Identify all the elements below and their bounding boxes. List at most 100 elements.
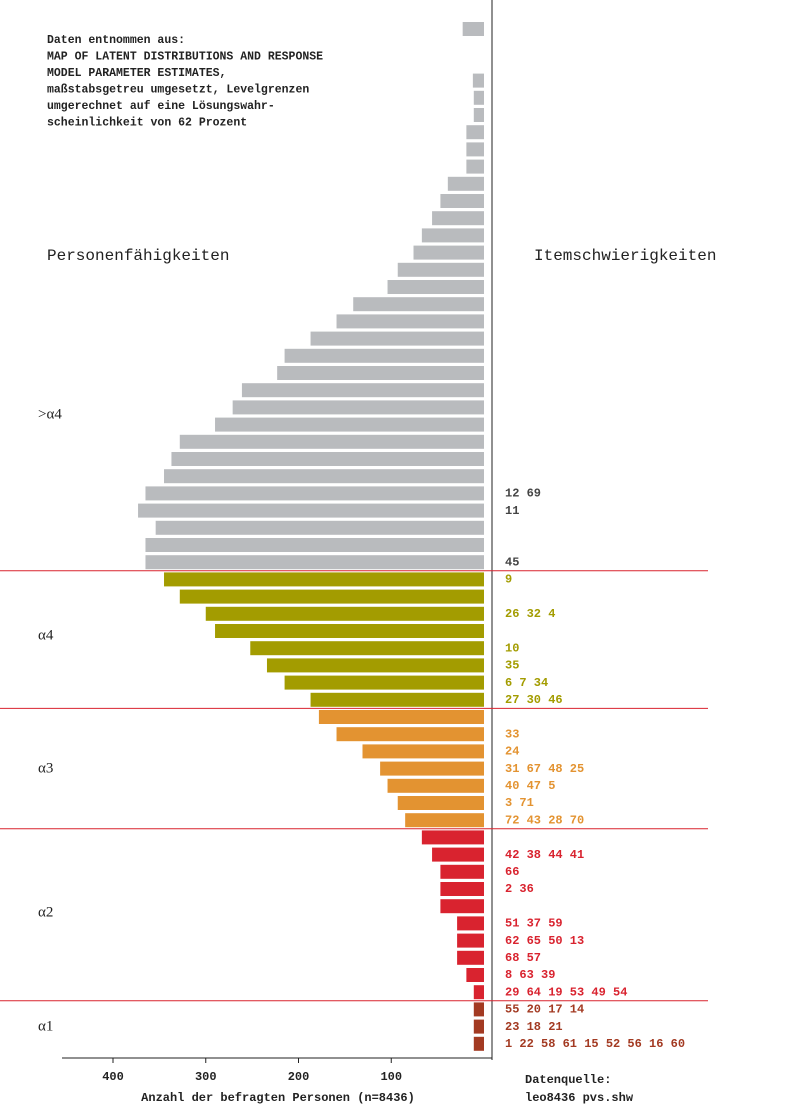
bar <box>215 417 485 432</box>
bar <box>164 469 484 484</box>
level-label: >α4 <box>38 406 62 422</box>
item-label: 68 57 <box>505 951 541 965</box>
item-label: 35 <box>505 659 519 673</box>
item-label: 23 18 21 <box>505 1020 563 1034</box>
item-label: 62 65 50 13 <box>505 934 584 948</box>
item-label: 55 20 17 14 <box>505 1003 584 1017</box>
bar <box>310 331 484 346</box>
bar <box>466 159 484 174</box>
x-axis-label: Anzahl der befragten Personen (n=8436) <box>141 1091 415 1105</box>
bar <box>440 882 484 896</box>
bar <box>432 211 484 226</box>
bar <box>155 520 484 535</box>
item-label: 72 43 28 70 <box>505 813 584 827</box>
item-label: 10 <box>505 641 519 655</box>
bar <box>440 899 484 914</box>
item-label: 6 7 34 <box>505 676 548 690</box>
source-file: leo8436 pvs.shw <box>525 1091 634 1105</box>
bar <box>232 400 484 415</box>
item-label: 45 <box>505 555 519 569</box>
bar <box>473 985 484 1000</box>
bar <box>241 383 484 398</box>
bar <box>179 589 485 604</box>
bar <box>250 641 484 656</box>
item-label: 11 <box>505 504 519 518</box>
bar <box>310 692 484 707</box>
bar <box>473 1036 484 1051</box>
bar <box>336 314 484 329</box>
note-line: MAP OF LATENT DISTRIBUTIONS AND RESPONSE <box>47 51 323 64</box>
bar <box>164 572 484 587</box>
left-heading: Personenfähigkeiten <box>47 247 229 265</box>
bar <box>215 624 485 638</box>
item-label: 33 <box>505 727 519 741</box>
note-line: maßstabsgetreu umgesetzt, Levelgrenzen <box>47 84 309 97</box>
item-label: 66 <box>505 865 519 879</box>
item-label: 1 22 58 61 15 52 56 16 60 <box>505 1037 685 1051</box>
bar <box>413 245 484 260</box>
bar <box>440 194 484 208</box>
x-tick-label: 200 <box>288 1070 310 1084</box>
bar <box>397 262 484 277</box>
bar <box>179 434 485 449</box>
item-label: 9 <box>505 573 512 587</box>
bar <box>472 73 484 88</box>
item-label: 51 37 59 <box>505 917 563 931</box>
note-line: MODEL PARAMETER ESTIMATES, <box>47 67 226 80</box>
note-line: scheinlichkeit von 62 Prozent <box>47 117 247 130</box>
item-label: 29 64 19 53 49 54 <box>505 985 627 999</box>
bar <box>466 968 484 982</box>
level-label: α3 <box>38 760 53 776</box>
bar <box>473 90 484 105</box>
bar <box>145 538 484 552</box>
bar <box>387 778 484 793</box>
bar <box>432 847 484 862</box>
bar <box>318 710 484 724</box>
bar <box>284 348 484 363</box>
bar <box>387 280 484 294</box>
item-label: 2 36 <box>505 882 534 896</box>
item-label: 24 <box>505 745 519 759</box>
bar <box>138 503 485 518</box>
bar <box>266 658 484 673</box>
item-label: 26 32 4 <box>505 607 555 621</box>
note-line: umgerechnet auf eine Lösungswahr- <box>47 100 275 113</box>
item-label: 27 30 46 <box>505 693 563 707</box>
bar <box>205 606 484 621</box>
bar <box>145 486 484 501</box>
bar <box>405 813 484 828</box>
x-tick-label: 400 <box>102 1070 124 1084</box>
bar <box>171 452 484 466</box>
bar <box>473 108 484 122</box>
x-tick-label: 100 <box>380 1070 402 1084</box>
bar <box>473 1019 484 1034</box>
level-label: α2 <box>38 904 53 920</box>
bar <box>336 727 484 742</box>
note-line: Daten entnommen aus: <box>47 34 185 47</box>
bar <box>457 950 484 965</box>
level-label: α1 <box>38 1018 53 1034</box>
bar <box>473 1002 484 1017</box>
item-label: 31 67 48 25 <box>505 762 584 776</box>
bar <box>362 744 484 759</box>
x-tick-label: 300 <box>195 1070 217 1084</box>
item-label: 42 38 44 41 <box>505 848 584 862</box>
bar <box>353 297 484 312</box>
bar <box>447 176 484 191</box>
bar <box>421 228 484 243</box>
bar <box>466 142 484 157</box>
level-label: α4 <box>38 627 54 643</box>
bar <box>421 830 484 845</box>
bar <box>145 555 484 570</box>
right-heading: Itemschwierigkeiten <box>534 247 716 265</box>
bar <box>397 796 484 810</box>
bar <box>440 864 484 879</box>
item-label: 3 71 <box>505 796 534 810</box>
bar <box>457 916 484 931</box>
item-label: 40 47 5 <box>505 779 555 793</box>
bar <box>380 761 484 776</box>
source-label: Datenquelle: <box>525 1073 611 1087</box>
item-label: 12 69 <box>505 487 541 501</box>
bar <box>457 933 484 948</box>
